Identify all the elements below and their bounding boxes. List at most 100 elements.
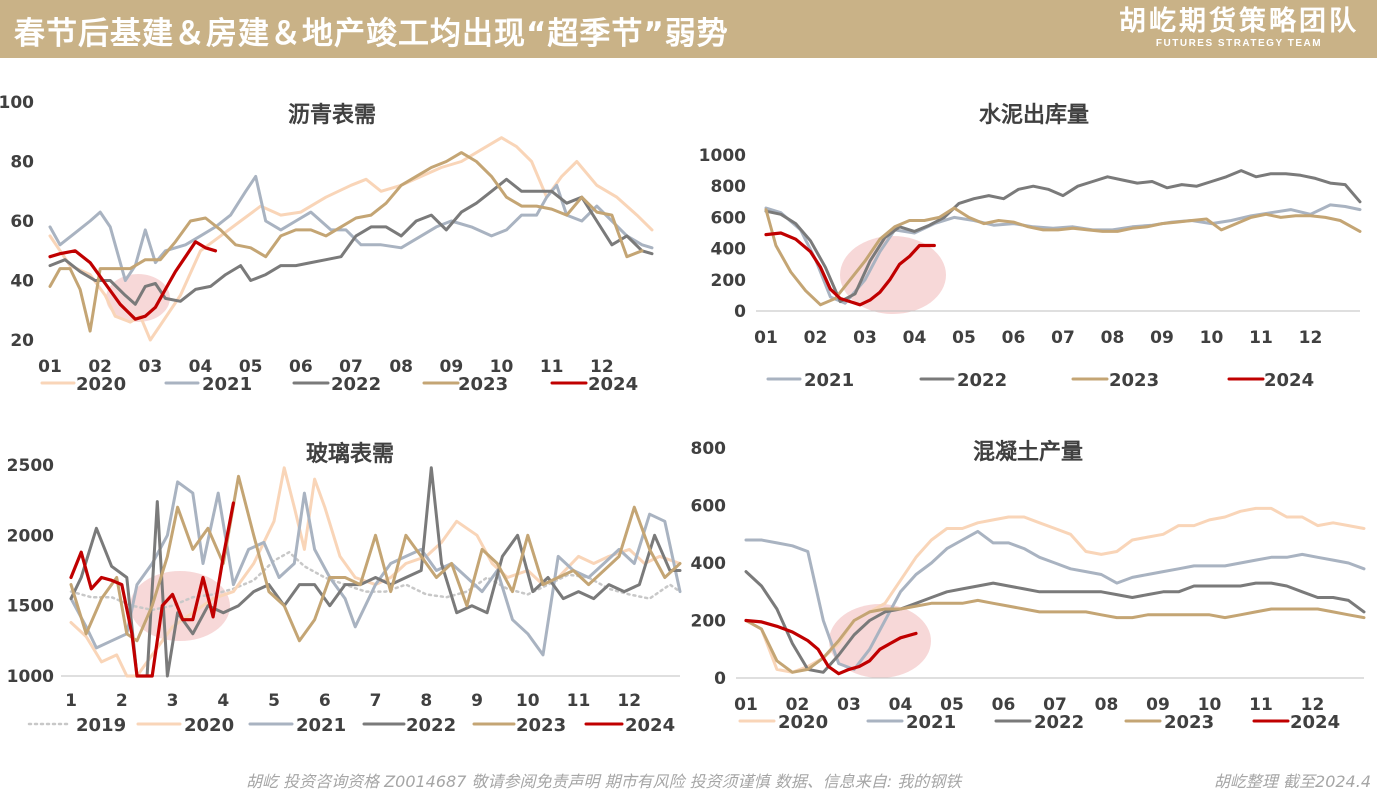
glass-x-tick: 6 [319,691,331,711]
concrete-x-tick: 10 [1198,695,1222,715]
asphalt-y-tick: 20 [10,331,34,351]
cement-y-tick: 600 [711,208,747,228]
footer-source: 胡屹整理 截至2024.4 [1213,772,1371,791]
concrete-x-tick: 09 [1146,695,1170,715]
asphalt-x-tick: 12 [590,357,614,377]
asphalt-x-tick: 04 [189,357,213,377]
glass-legend-label-2023: 2023 [516,715,566,736]
cement-y-tick: 0 [734,302,746,322]
glass-legend-label-2024: 2024 [625,715,675,736]
glass-x-tick: 5 [268,691,280,711]
concrete-x-tick: 03 [837,695,861,715]
asphalt-x-tick: 06 [289,357,313,377]
concrete-x-tick: 11 [1249,695,1273,715]
asphalt-x-tick: 02 [88,357,112,377]
cement-y-tick: 200 [711,271,747,291]
concrete-legend-label-2024: 2024 [1290,712,1340,733]
asphalt-legend-label-2020: 2020 [76,374,126,395]
concrete-series-2022 [744,570,1366,674]
asphalt-series-2022 [48,177,654,306]
asphalt-x-tick: 08 [389,357,413,377]
asphalt-x-tick: 09 [439,357,463,377]
concrete-x-tick: 08 [1095,695,1119,715]
concrete-chart-title: 混凝土产量 [973,439,1083,465]
brand-logo: 胡屹期货策略团队 FUTURES STRATEGY TEAM [1119,6,1359,50]
concrete-x-tick: 06 [992,695,1016,715]
cement-x-tick: 10 [1200,328,1224,348]
glass-x-tick: 4 [217,691,229,711]
asphalt-y-tick: 60 [10,212,34,232]
asphalt-x-tick: 05 [239,357,263,377]
glass-series-2024 [69,501,235,678]
asphalt-legend-label-2024: 2024 [588,374,638,395]
footer-disclaimer: 胡屹 投资咨询资格 Z0014687 敬请参阅免责声明 期市有风险 投资须谨慎 … [246,772,962,791]
asphalt-x-tick: 10 [490,357,514,377]
footer: 胡屹 投资咨询资格 Z0014687 敬请参阅免责声明 期市有风险 投资须谨慎 … [0,766,1377,794]
asphalt-y-tick: 80 [10,153,34,173]
asphalt-chart-title: 沥青表需 [288,103,376,128]
glass-x-tick: 1 [65,691,77,711]
glass-y-tick: 1000 [7,667,54,687]
glass-x-tick: 7 [370,691,382,711]
cement-x-tick: 05 [952,328,976,348]
cement-series-2023 [764,206,1362,307]
glass-legend-label-2021: 2021 [296,715,346,736]
asphalt-x-tick: 03 [138,357,162,377]
glass-legend-label-2020: 2020 [184,715,234,736]
asphalt-x-tick: 07 [339,357,363,377]
glass-y-tick: 1500 [7,597,54,617]
glass-series-2023 [69,474,682,643]
concrete-series-2023 [744,598,1366,674]
cement-x-tick: 08 [1101,328,1125,348]
cement-legend-label-2024: 2024 [1264,370,1314,391]
cement-legend-label-2023: 2023 [1109,370,1159,391]
cement-x-tick: 02 [804,328,828,348]
glass-x-tick: 3 [167,691,179,711]
concrete-x-tick: 12 [1301,695,1325,715]
concrete-y-tick: 600 [691,497,727,517]
concrete-y-tick: 800 [691,439,727,459]
cement-x-tick: 03 [853,328,877,348]
cement-x-tick: 04 [903,328,927,348]
cement-x-tick: 01 [754,328,778,348]
title-banner: 春节后基建＆房建＆地产竣工均出现“超季节”弱势 胡屹期货策略团队 FUTURES… [0,0,1377,58]
asphalt-legend-label-2021: 2021 [202,374,252,395]
concrete-legend-label-2023: 2023 [1164,712,1214,733]
cement-chart-title: 水泥出库量 [979,103,1089,128]
brand-name: 胡屹期货策略团队 [1119,6,1359,37]
concrete-legend-label-2022: 2022 [1034,712,1084,733]
asphalt-legend-label-2023: 2023 [458,374,508,395]
cement-legend-label-2022: 2022 [957,370,1007,391]
cement-y-tick: 400 [711,240,747,260]
concrete-y-tick: 0 [714,669,726,689]
concrete-y-tick: 400 [691,554,727,574]
cement-x-tick: 09 [1150,328,1174,348]
concrete-x-tick: 02 [786,695,810,715]
cement-y-tick: 1000 [699,146,746,166]
concrete-x-tick: 05 [940,695,964,715]
page-title: 春节后基建＆房建＆地产竣工均出现“超季节”弱势 [14,16,729,52]
glass-legend-label-2019: 2019 [76,715,126,736]
cement-x-tick: 07 [1051,328,1075,348]
cement-legend-label-2021: 2021 [804,370,854,391]
cement-series-2024 [764,231,936,307]
glass-chart-title: 玻璃表需 [306,441,394,467]
glass-x-tick: 10 [516,691,540,711]
glass-x-tick: 8 [420,691,432,711]
asphalt-series-2023 [48,151,644,333]
concrete-x-tick: 04 [889,695,913,715]
brand-subtitle: FUTURES STRATEGY TEAM [1155,38,1323,49]
glass-y-tick: 2500 [7,456,54,476]
asphalt-series-2021 [48,174,654,282]
glass-x-tick: 2 [116,691,128,711]
glass-x-tick: 11 [567,691,591,711]
concrete-series-2021 [744,529,1366,671]
concrete-x-tick: 07 [1043,695,1067,715]
asphalt-series-2024 [48,240,218,321]
concrete-y-tick: 200 [691,612,727,632]
asphalt-y-tick: 100 [0,93,34,113]
asphalt-legend-label-2022: 2022 [331,374,381,395]
cement-x-tick: 12 [1299,328,1323,348]
concrete-x-tick: 01 [734,695,758,715]
